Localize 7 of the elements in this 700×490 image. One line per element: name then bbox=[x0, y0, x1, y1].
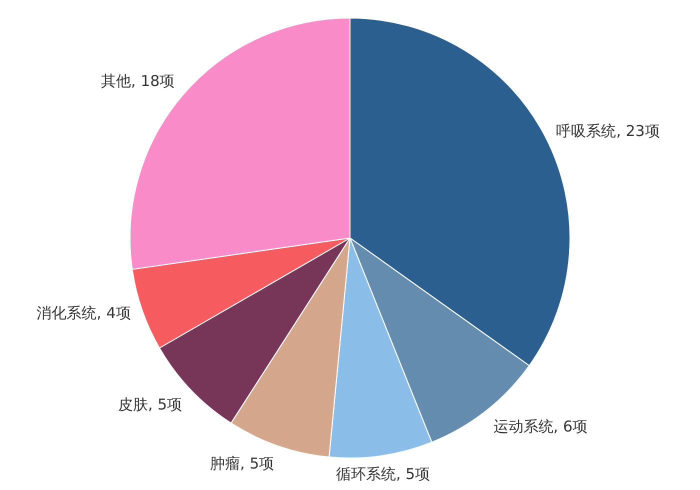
slice-label: 肿瘤, 5项 bbox=[210, 454, 274, 472]
slice-label: 循环系统, 5项 bbox=[336, 464, 430, 483]
slice-label: 其他, 18项 bbox=[101, 72, 175, 90]
slice-label: 皮肤, 5项 bbox=[118, 395, 182, 414]
slice-label: 运动系统, 6项 bbox=[493, 418, 588, 436]
slice-label: 呼吸系统, 23项 bbox=[556, 122, 660, 140]
slice-label: 消化系统, 4项 bbox=[36, 304, 131, 322]
